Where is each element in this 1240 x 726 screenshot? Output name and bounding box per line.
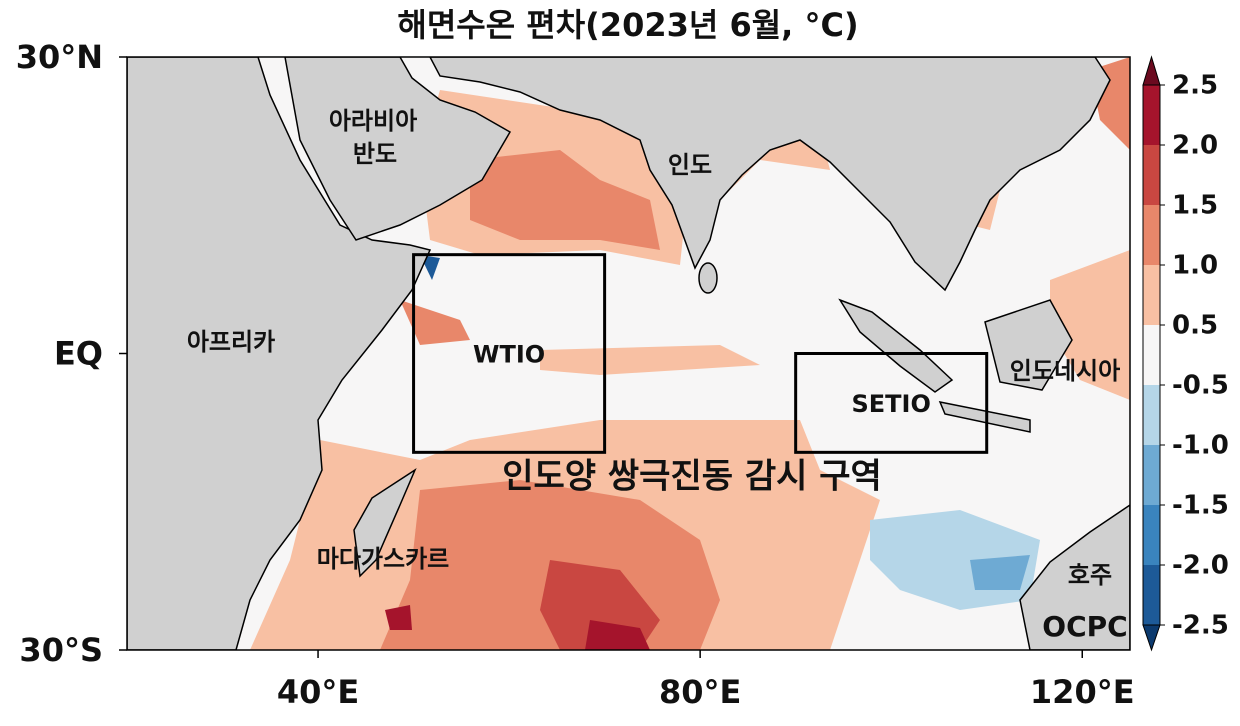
map-area: WTIO SETIO <box>127 57 1130 650</box>
colorbar-label: -2.0 <box>1172 551 1229 581</box>
colorbar-label: -2.5 <box>1172 611 1229 641</box>
x-tick-label: 80°E <box>659 673 741 711</box>
colorbar-label: 2.0 <box>1172 131 1218 161</box>
colorbar-segment <box>1143 265 1160 325</box>
y-tick-label: 30°S <box>19 631 103 669</box>
colorbar-label: 0.5 <box>1172 311 1218 341</box>
colorbar-label: -1.5 <box>1172 491 1229 521</box>
place-label: 마다가스카르 <box>317 545 449 573</box>
colorbar-segment <box>1143 325 1160 385</box>
colorbar-label: -0.5 <box>1172 371 1229 401</box>
place-label: 반도 <box>353 140 397 168</box>
title: 해면수온 편차(2023년 6월, °C) <box>397 6 858 44</box>
place-label: 아프리카 <box>187 328 275 356</box>
colorbar-segment <box>1143 445 1160 505</box>
region-label: SETIO <box>851 390 930 418</box>
colorbar-label: 2.5 <box>1172 71 1218 101</box>
place-label: 호주 <box>1068 561 1112 589</box>
x-tick-label: 120°E <box>1030 673 1135 711</box>
colorbar-frame <box>1142 84 1161 626</box>
y-tick-label: 30°N <box>16 38 103 76</box>
place-label: 아라비아 <box>329 107 417 135</box>
annotation: 인도양 쌍극진동 감시 구역 <box>502 457 882 497</box>
colorbar-label: -1.0 <box>1172 431 1229 461</box>
region-box <box>412 253 607 454</box>
monitoring-boxes: WTIO SETIO <box>412 253 989 454</box>
colorbar-segment <box>1143 565 1160 625</box>
x-tick-label: 40°E <box>277 673 359 711</box>
axes: 40°E 80°E 120°E 30°N EQ 30°S <box>16 38 1135 711</box>
sst-anomaly-field <box>250 57 1130 650</box>
colorbar-extend-high <box>1142 55 1161 86</box>
colorbar-segment <box>1143 385 1160 445</box>
colorbar-segment <box>1143 145 1160 205</box>
colorbar-segment <box>1143 505 1160 565</box>
colorbar: -2.5 -2.0 -1.5 -1.0 -0.5 0.5 1.0 1.5 2.0 2.5 <box>1142 55 1229 652</box>
place-label: 인도네시아 <box>1010 357 1120 385</box>
region-label: WTIO <box>473 341 545 369</box>
colorbar-segment <box>1143 85 1160 145</box>
y-tick-label: EQ <box>54 335 103 373</box>
land <box>127 57 1130 650</box>
colorbar-label: 1.5 <box>1172 191 1218 221</box>
place-label: 인도 <box>668 151 712 179</box>
colorbar-segment <box>1143 205 1160 265</box>
colorbar-extend-low <box>1142 624 1161 652</box>
region-box <box>794 352 989 454</box>
colorbar-label: 1.0 <box>1172 251 1218 281</box>
logo: OCPC <box>1042 610 1127 643</box>
